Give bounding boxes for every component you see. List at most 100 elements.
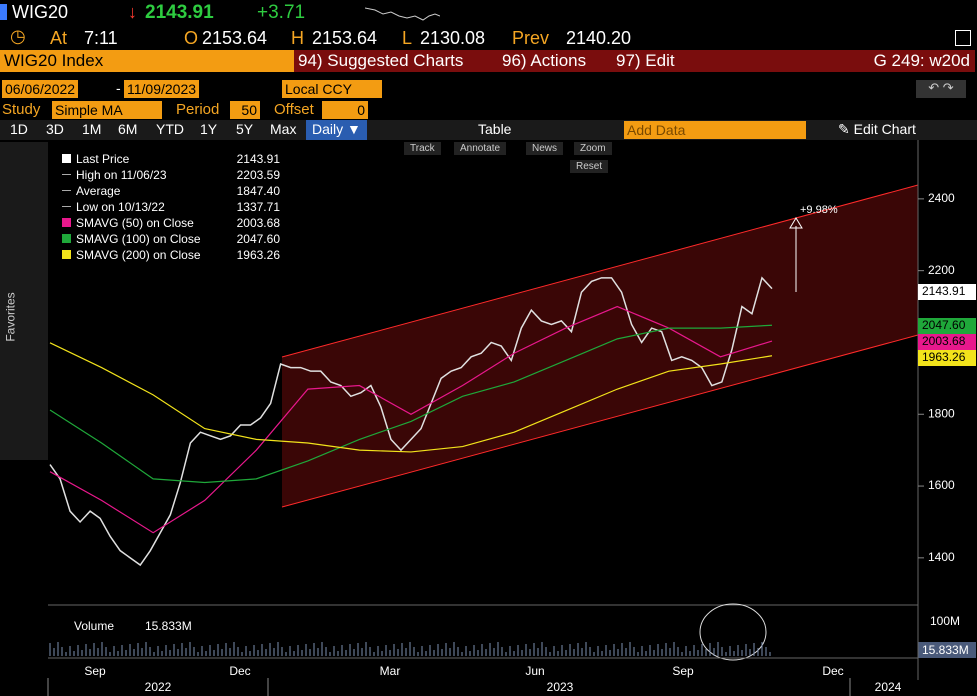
offset[interactable]: 0 — [322, 101, 368, 119]
offset-label: Offset — [274, 101, 314, 118]
chart-tool[interactable]: Track — [404, 142, 441, 155]
time-label: At — [50, 28, 68, 48]
legend-value: 1963.26 — [236, 248, 280, 262]
volume-label: Volume — [74, 619, 114, 633]
time: 7:11 — [84, 28, 118, 48]
range-button[interactable]: YTD — [156, 121, 184, 137]
clock-icon: ◷ — [10, 26, 26, 46]
start-date[interactable]: 06/06/2022 — [2, 80, 79, 98]
x-tick-label: Jun — [525, 664, 544, 678]
range-button[interactable]: 6M — [118, 121, 138, 137]
value-box-label: 2047.60 — [922, 318, 966, 332]
chart-tool[interactable]: Annotate — [454, 142, 507, 155]
volume-box — [918, 642, 976, 658]
x-tick-label: Sep — [672, 664, 694, 678]
sparkline — [365, 7, 440, 21]
sidebar — [0, 142, 48, 460]
year-label: 2023 — [547, 680, 574, 694]
legend-name: SMAVG (100) on Close — [76, 232, 201, 246]
legend-swatch — [62, 206, 71, 207]
legend-value: 1337.71 — [236, 200, 280, 214]
year-label: 2022 — [145, 680, 172, 694]
x-tick-label: Dec — [229, 664, 250, 678]
currency[interactable]: Local CCY — [282, 80, 382, 98]
legend-name: Last Price — [76, 152, 130, 166]
dash: - — [116, 80, 121, 96]
legend: Last Price 2143.91 High on 11/06/23 2203.59… — [58, 149, 284, 265]
arrow-head — [789, 217, 803, 229]
y-tick-label: 2400 — [928, 191, 955, 205]
value-box — [918, 318, 976, 334]
edit-chart-text: Edit Chart — [853, 121, 916, 137]
legend-value: 2143.91 — [236, 152, 280, 166]
legend-name: High on 11/06/23 — [76, 168, 167, 182]
chart-tool[interactable]: Zoom — [574, 142, 612, 155]
high-label: H — [291, 28, 304, 48]
menu-right: G 249: w20d — [698, 50, 975, 72]
sparkline-line — [365, 7, 440, 21]
frequency-text: Daily — [312, 121, 344, 137]
y-tick-label: 1800 — [928, 406, 955, 420]
year-label: 2024 — [875, 680, 902, 694]
legend-swatch — [62, 234, 71, 243]
study[interactable]: Simple MA — [52, 101, 162, 119]
range-button[interactable]: 1M — [82, 121, 102, 137]
chart-tool[interactable]: Reset — [570, 160, 609, 173]
edit-chart[interactable]: ✎ Edit Chart — [838, 121, 916, 138]
legend-swatch — [62, 154, 71, 163]
high: 2153.64 — [312, 28, 378, 48]
window-icon[interactable] — [955, 30, 971, 46]
legend-swatch — [62, 190, 71, 191]
legend-swatch — [62, 218, 71, 227]
legend-name: Average — [76, 184, 121, 198]
legend-row: SMAVG (100) on Close 2047.60 — [62, 231, 280, 247]
legend-row: Last Price 2143.91 — [62, 151, 280, 167]
series-line — [49, 342, 773, 453]
legend-value: 2047.60 — [236, 232, 280, 246]
table-button[interactable]: Table — [478, 121, 512, 137]
legend-row: SMAVG (200) on Close 1963.26 — [62, 247, 280, 263]
legend-value: 2003.68 — [236, 216, 280, 230]
value-box — [918, 334, 976, 350]
range-button[interactable]: 1Y — [200, 121, 218, 137]
x-tick-label: Dec — [822, 664, 843, 678]
open: 2153.64 — [202, 28, 268, 48]
menu-item[interactable]: 96) Actions — [498, 50, 612, 72]
menu-item[interactable]: 94) Suggested Charts — [294, 50, 498, 72]
low-label: L — [402, 28, 413, 48]
undo-redo[interactable]: ↶ ↷ — [916, 80, 966, 98]
chart-tool[interactable]: News — [526, 142, 564, 155]
highlight-circle — [699, 603, 767, 661]
range-button[interactable]: 5Y — [236, 121, 254, 137]
channel-upper — [281, 184, 919, 358]
range-button[interactable]: Max — [270, 121, 297, 137]
series-line — [49, 324, 773, 484]
study-label: Study — [2, 101, 41, 118]
volume-tick: 100M — [930, 614, 960, 628]
legend-row: SMAVG (50) on Close 2003.68 — [62, 215, 280, 231]
period-label: Period — [176, 101, 220, 118]
frequency[interactable]: Daily ▼ — [306, 120, 367, 140]
y-tick-label: 1600 — [928, 478, 955, 492]
menu-item[interactable]: 97) Edit — [612, 50, 698, 72]
range-button[interactable]: 1D — [10, 121, 28, 137]
channel-lower — [281, 334, 919, 508]
annotation: +9.98% — [800, 204, 838, 216]
legend-row: Low on 10/13/22 1337.71 — [62, 199, 280, 215]
add-data[interactable]: Add Data — [624, 121, 806, 139]
period[interactable]: 50 — [230, 101, 260, 119]
price: 2143.91 — [145, 2, 214, 23]
end-date[interactable]: 11/09/2023 — [124, 80, 200, 98]
ticker: WIG20 — [12, 2, 69, 22]
security[interactable]: WIG20 Index — [0, 50, 294, 72]
range-button[interactable]: 3D — [46, 121, 64, 137]
value-box-label: 2003.68 — [922, 334, 966, 348]
legend-value: 1847.40 — [236, 184, 280, 198]
prev-label: Prev — [512, 28, 550, 48]
series-line — [49, 276, 773, 567]
legend-value: 2203.59 — [236, 168, 280, 182]
legend-name: SMAVG (50) on Close — [76, 216, 194, 230]
legend-row: Average 1847.40 — [62, 183, 280, 199]
